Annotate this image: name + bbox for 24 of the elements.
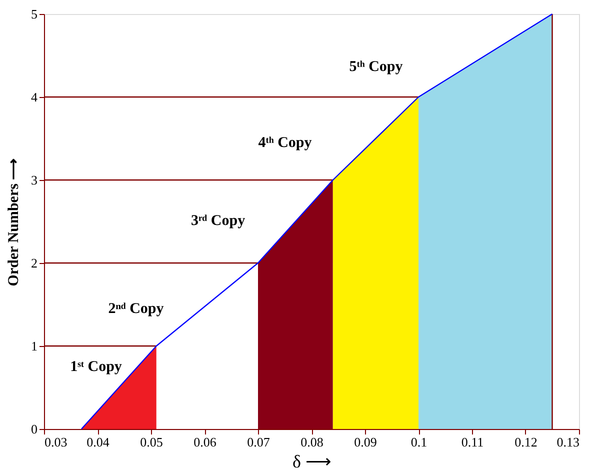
annotation: 2ⁿᵈ Copy bbox=[108, 301, 164, 317]
annotation: 1ˢᵗ Copy bbox=[70, 359, 122, 375]
x-tick-label: 0.12 bbox=[514, 434, 538, 450]
annotation: 3ʳᵈ Copy bbox=[190, 213, 246, 229]
x-tick-label: 0.03 bbox=[44, 434, 68, 450]
x-tick-label: 0.06 bbox=[194, 434, 217, 450]
annotation: 5ᵗʰ Copy bbox=[349, 59, 404, 75]
y-tick-label: 0 bbox=[31, 422, 38, 436]
x-tick-label: 0.1 bbox=[410, 434, 428, 450]
y-tick-label: 1 bbox=[31, 338, 38, 354]
x-tick-label: 0.04 bbox=[86, 434, 110, 450]
x-tick-label: 0.09 bbox=[354, 434, 377, 450]
x-tick-label: 0.11 bbox=[461, 434, 484, 450]
y-tick-label: 4 bbox=[31, 90, 38, 104]
x-tick-label: 0.08 bbox=[300, 434, 324, 450]
y-tick-label: 5 bbox=[31, 6, 38, 22]
x-tick-label: 0.05 bbox=[140, 434, 163, 450]
annotation: 4ᵗʰ Copy bbox=[258, 135, 312, 151]
x-axis-title: δ ⟶ bbox=[292, 452, 332, 472]
x-tick-label: 0.07 bbox=[247, 434, 270, 450]
y-axis-title: Order Numbers ⟶ bbox=[6, 158, 22, 286]
y-tick-label: 2 bbox=[31, 256, 38, 270]
y-tick-label: 3 bbox=[31, 172, 38, 188]
x-tick-label: 0.13 bbox=[556, 434, 580, 450]
